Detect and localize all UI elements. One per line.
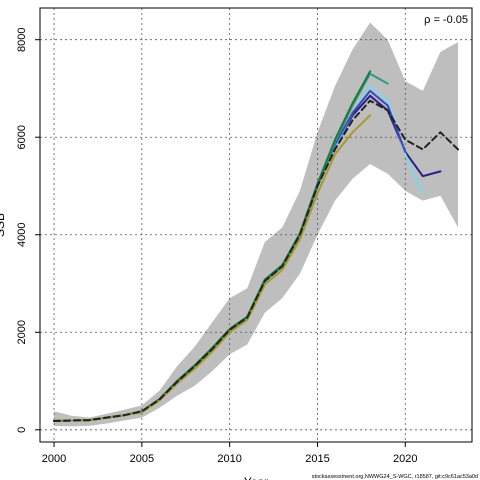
x-axis-title: Year [244, 475, 268, 480]
rho-annotation: ρ = -0.05 [424, 14, 468, 26]
x-tick-label: 2020 [393, 453, 417, 465]
x-tick-label: 2005 [130, 453, 154, 465]
footer-credit: stockassessment.org,NWWG24_S-WGC, r18587… [311, 474, 478, 480]
y-tick-label: 8000 [16, 27, 28, 51]
series-line [53, 99, 459, 422]
y-tick-label: 6000 [16, 125, 28, 149]
confidence-band [54, 22, 458, 427]
plot-frame [39, 7, 473, 443]
x-tick-label: 2015 [305, 453, 329, 465]
x-tick-label: 2010 [217, 453, 241, 465]
x-tick-label: 2000 [42, 453, 66, 465]
y-tick-label: 2000 [16, 320, 28, 344]
y-tick-label: 0 [16, 427, 28, 433]
y-axis-title: SSB [0, 213, 7, 237]
y-tick-label: 4000 [16, 223, 28, 247]
